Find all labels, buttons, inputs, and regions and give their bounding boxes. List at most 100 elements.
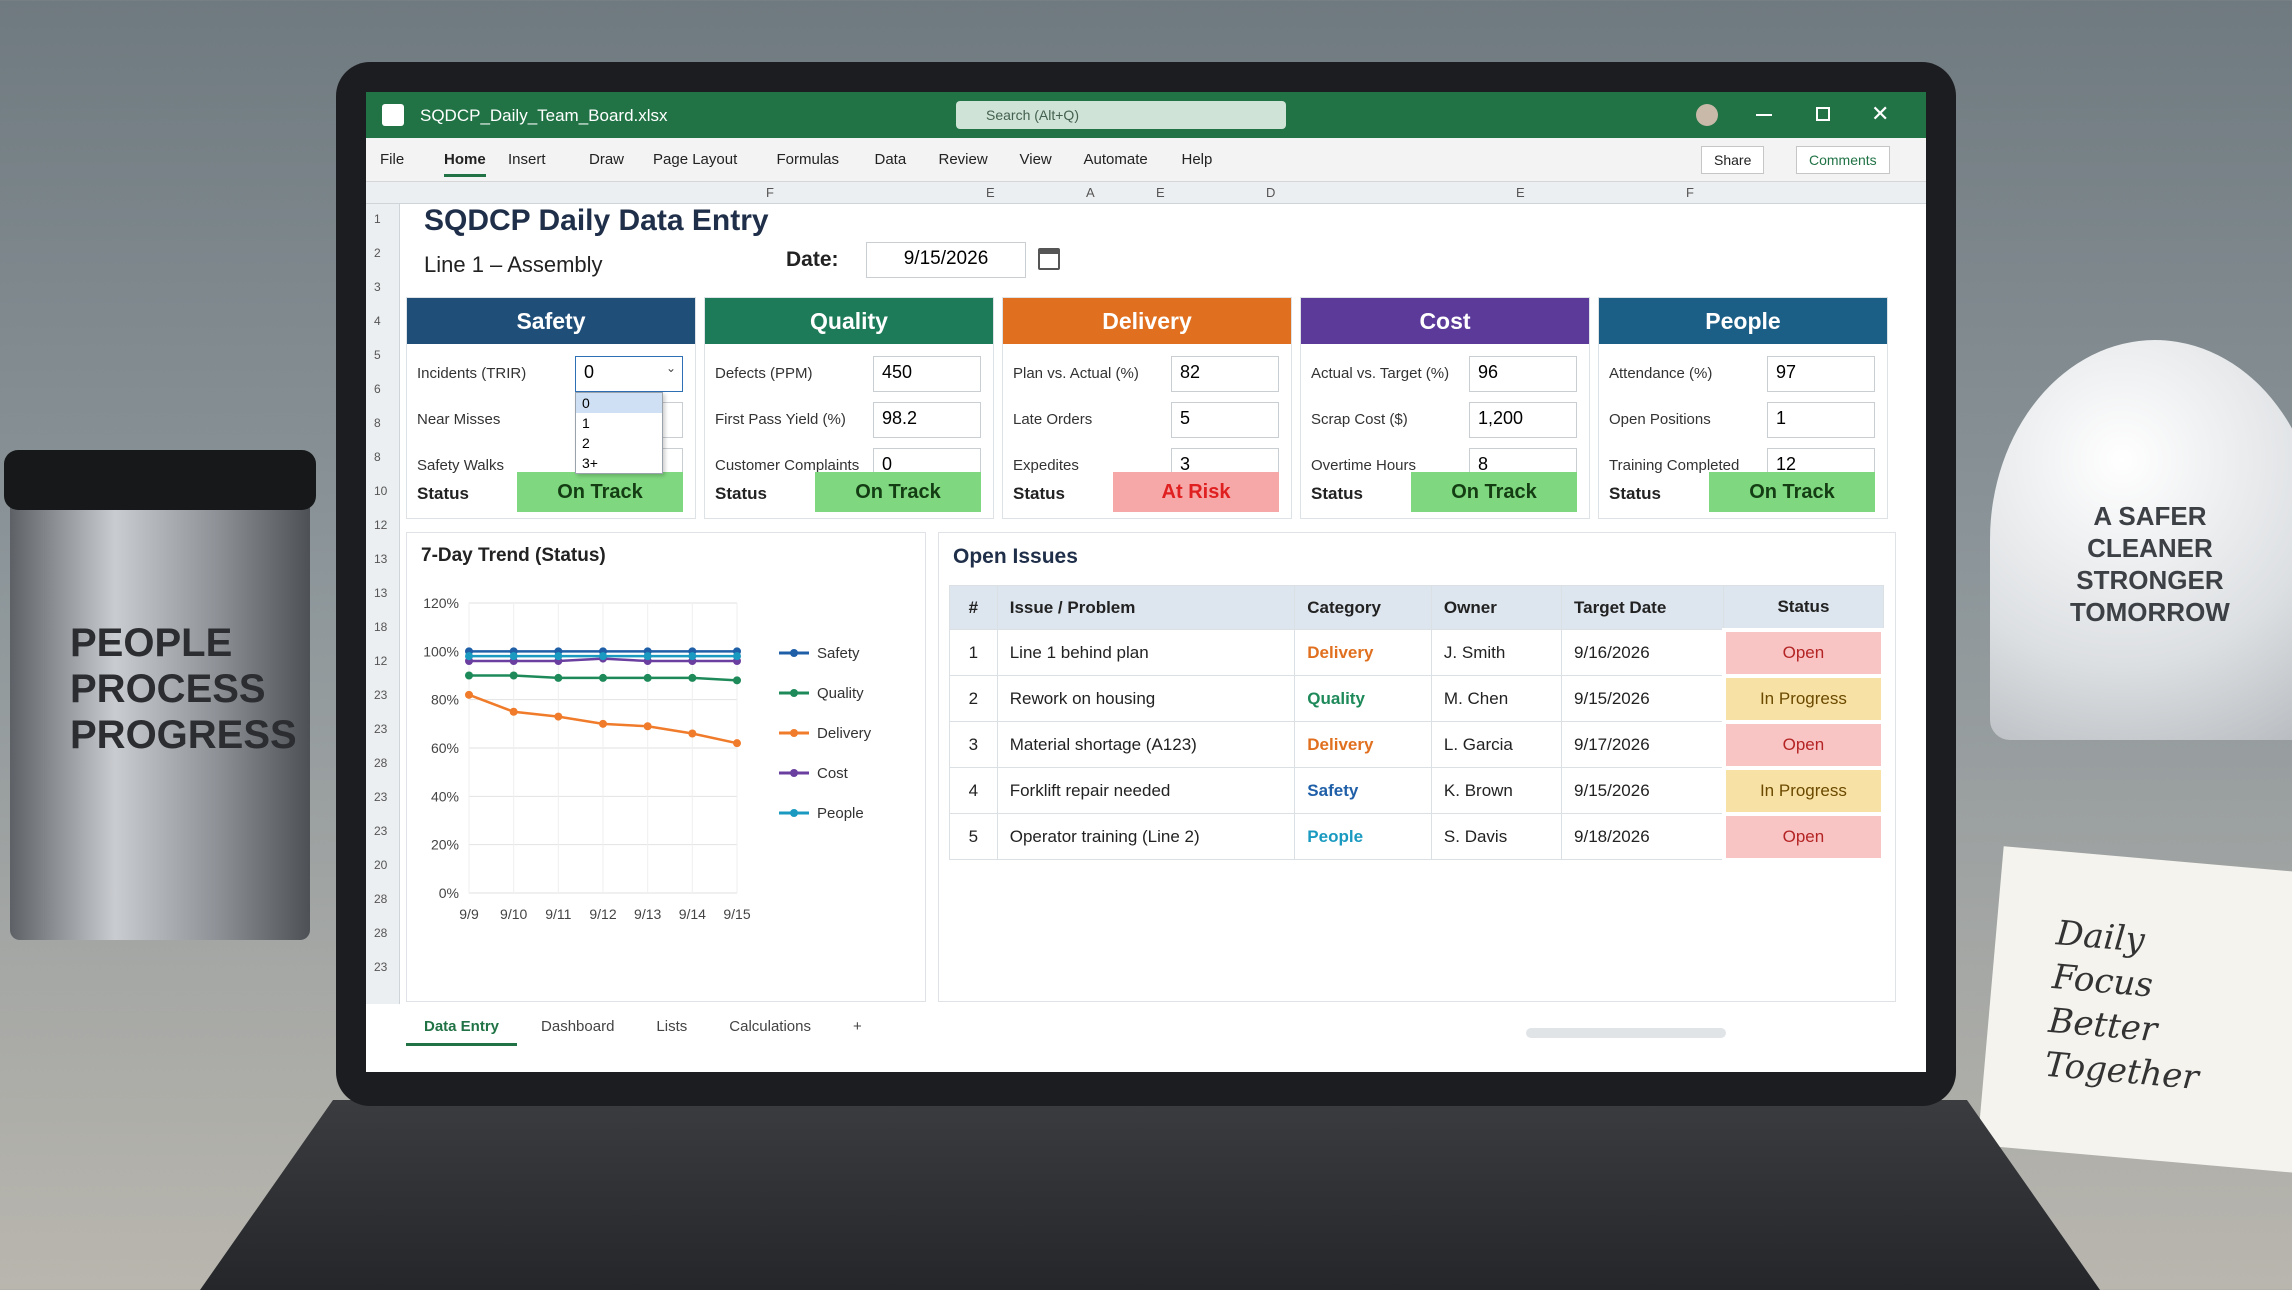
table-cell[interactable]: Delivery bbox=[1294, 721, 1432, 768]
table-cell[interactable]: S. Davis bbox=[1430, 813, 1563, 860]
status-badge: On Track bbox=[1709, 472, 1875, 512]
row-number: 23 bbox=[374, 688, 388, 702]
table-cell[interactable]: Material shortage (A123) bbox=[996, 721, 1296, 768]
dropdown-option[interactable]: 3+ bbox=[582, 455, 598, 471]
x-tick-label: 9/12 bbox=[589, 906, 616, 922]
title-bar: SQDCP_Daily_Team_Board.xlsx Search (Alt+… bbox=[366, 92, 1926, 138]
issues-table: # Issue / Problem Category Owner Target Date… bbox=[949, 585, 1886, 862]
menu-tab[interactable]: View bbox=[1019, 151, 1052, 168]
menu-tab[interactable]: Draw bbox=[589, 151, 625, 168]
sheet-subtitle: Line 1 – Assembly bbox=[424, 252, 603, 277]
x-tick-label: 9/13 bbox=[634, 906, 661, 922]
table-cell[interactable]: 5 bbox=[949, 813, 998, 860]
status-cell: Open bbox=[1721, 811, 1886, 862]
sheet-tab[interactable]: Calculations bbox=[729, 1018, 811, 1035]
table-cell[interactable]: L. Garcia bbox=[1430, 721, 1563, 768]
dropdown-option[interactable]: 2 bbox=[582, 435, 590, 451]
field-input[interactable]: 1 bbox=[1767, 402, 1875, 438]
table-cell[interactable]: 9/18/2026 bbox=[1561, 813, 1725, 860]
status-label: Status bbox=[1013, 484, 1065, 503]
row-number: 8 bbox=[374, 416, 381, 430]
row-number: 20 bbox=[374, 858, 388, 872]
mug-text-line: PROCESS bbox=[70, 667, 266, 711]
field-input[interactable]: 96 bbox=[1469, 356, 1577, 392]
horizontal-scrollbar[interactable] bbox=[1526, 1028, 1726, 1038]
field-input[interactable]: 0 ⌄ bbox=[575, 356, 683, 392]
issue-row: 2 Rework on housing Quality M. Chen 9/15/202… bbox=[949, 673, 1886, 724]
menu-tab[interactable]: Review bbox=[938, 151, 988, 168]
table-cell[interactable]: 9/16/2026 bbox=[1561, 629, 1725, 676]
field-input[interactable]: 97 bbox=[1767, 356, 1875, 392]
menu-tab[interactable]: Automate bbox=[1083, 151, 1148, 168]
ribbon-tabs: Share Comments File Home Insert Draw Page La… bbox=[366, 138, 1926, 182]
row-number: 5 bbox=[374, 348, 381, 362]
table-cell[interactable]: 1 bbox=[949, 629, 998, 676]
date-input[interactable]: 9/15/2026 bbox=[866, 242, 1026, 278]
calendar-icon[interactable] bbox=[1038, 248, 1060, 270]
menu-tab[interactable]: Page Layout bbox=[653, 151, 738, 168]
menu-tab[interactable]: Formulas bbox=[776, 151, 840, 168]
data-point bbox=[733, 676, 741, 685]
comments-button[interactable]: Comments bbox=[1796, 146, 1890, 174]
table-cell[interactable]: 2 bbox=[949, 675, 998, 722]
table-cell[interactable]: Quality bbox=[1294, 675, 1432, 722]
field-label: Incidents (TRIR) bbox=[417, 365, 527, 382]
table-cell[interactable]: K. Brown bbox=[1430, 767, 1563, 814]
table-cell[interactable]: Delivery bbox=[1294, 629, 1432, 676]
search-box[interactable]: Search (Alt+Q) bbox=[956, 101, 1286, 129]
menu-tab[interactable]: File bbox=[380, 151, 405, 168]
minimize-button[interactable] bbox=[1756, 114, 1772, 116]
card-header: Safety bbox=[407, 298, 695, 344]
close-button[interactable]: ✕ bbox=[1871, 101, 1890, 126]
table-cell[interactable]: J. Smith bbox=[1430, 629, 1563, 676]
y-tick-label: 40% bbox=[431, 788, 459, 804]
hard-hat: A SAFER CLEANER STRONGER TOMORROW bbox=[1990, 340, 2292, 740]
table-cell[interactable]: 3 bbox=[949, 721, 998, 768]
dropdown-option[interactable]: 0 bbox=[576, 393, 662, 413]
menu-tab[interactable]: Data bbox=[874, 151, 907, 168]
field-input[interactable]: 98.2 bbox=[873, 402, 981, 438]
table-cell[interactable]: Forklift repair needed bbox=[996, 767, 1296, 814]
card-header: Cost bbox=[1301, 298, 1589, 344]
legend-label: Cost bbox=[817, 765, 849, 782]
column-letter: F bbox=[766, 185, 774, 200]
field-input[interactable]: 450 bbox=[873, 356, 981, 392]
field-input[interactable]: 5 bbox=[1171, 402, 1279, 438]
status-label: Status bbox=[1311, 484, 1363, 503]
issues-panel: Open Issues # Issue / Problem Category Owne… bbox=[938, 532, 1896, 1002]
sheet-tab[interactable]: Lists bbox=[656, 1018, 688, 1035]
row-number: 3 bbox=[374, 280, 381, 294]
share-button[interactable]: Share bbox=[1701, 146, 1765, 174]
issue-row: 3 Material shortage (A123) Delivery L. Garc… bbox=[949, 719, 1886, 770]
table-cell[interactable]: M. Chen bbox=[1430, 675, 1563, 722]
table-cell[interactable]: Line 1 behind plan bbox=[996, 629, 1296, 676]
menu-tab[interactable]: Help bbox=[1181, 151, 1213, 168]
avatar[interactable] bbox=[1696, 104, 1718, 126]
table-cell[interactable]: 9/17/2026 bbox=[1561, 721, 1725, 768]
status-cell: In Progress bbox=[1721, 765, 1886, 816]
field-label: Defects (PPM) bbox=[715, 365, 813, 382]
maximize-button[interactable] bbox=[1816, 107, 1830, 121]
sheet-tab[interactable]: Data Entry bbox=[406, 1010, 518, 1046]
table-cell[interactable]: 4 bbox=[949, 767, 998, 814]
dropdown-option[interactable]: 1 bbox=[582, 415, 590, 431]
table-cell[interactable]: People bbox=[1294, 813, 1432, 860]
table-cell[interactable]: Safety bbox=[1294, 767, 1432, 814]
column-letter: E bbox=[1516, 185, 1525, 200]
menu-tab[interactable]: Home bbox=[444, 151, 486, 177]
field-input[interactable]: 1,200 bbox=[1469, 402, 1577, 438]
sheet-tab[interactable]: + bbox=[852, 1018, 862, 1035]
data-point bbox=[509, 707, 518, 716]
field-label: Customer Complaints bbox=[715, 457, 860, 474]
table-cell[interactable]: 9/15/2026 bbox=[1561, 767, 1725, 814]
field-label: Expedites bbox=[1013, 457, 1079, 474]
table-cell[interactable]: 9/15/2026 bbox=[1561, 675, 1725, 722]
table-cell[interactable]: Operator training (Line 2) bbox=[996, 813, 1296, 860]
table-cell[interactable]: Rework on housing bbox=[996, 675, 1296, 722]
column-letter: A bbox=[1086, 185, 1095, 200]
kpi-card: Safety Incidents (TRIR) 0 ⌄ 0 1 2 3+ Near Misses… bbox=[406, 297, 696, 519]
menu-tab[interactable]: Insert bbox=[508, 151, 546, 168]
row-number: 23 bbox=[374, 722, 388, 736]
field-input[interactable]: 82 bbox=[1171, 356, 1279, 392]
sheet-tab[interactable]: Dashboard bbox=[541, 1018, 615, 1035]
